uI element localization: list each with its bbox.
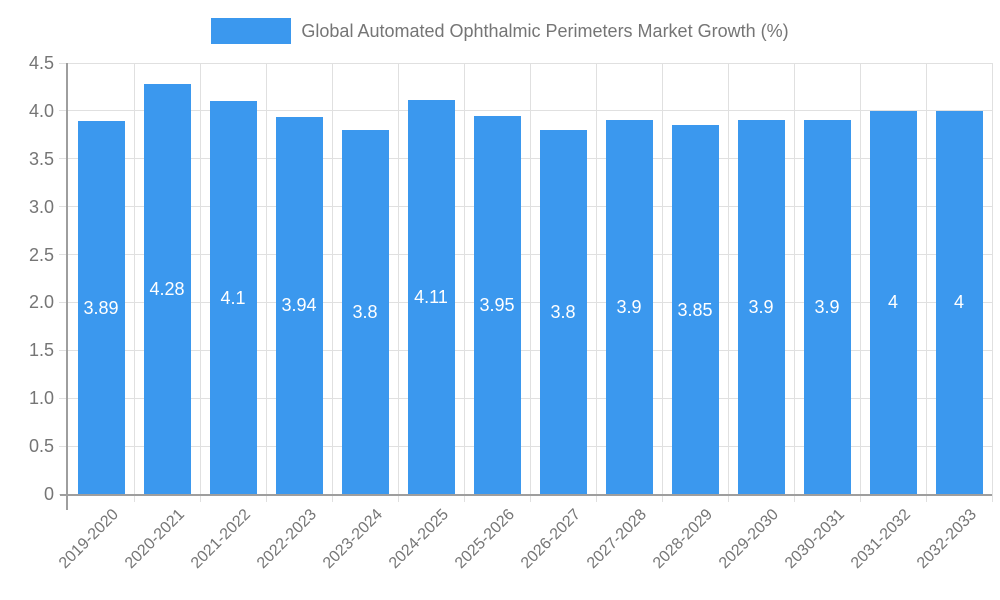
bar[interactable] <box>869 110 917 494</box>
x-gridline <box>859 63 861 494</box>
chart-title: Global Automated Ophthalmic Perimeters M… <box>301 20 789 41</box>
x-tick <box>661 494 663 502</box>
x-axis-label: 2019-2020 <box>55 506 123 573</box>
y-axis-label: 2.0 <box>28 292 54 313</box>
x-gridline <box>793 63 795 494</box>
bar-value-label: 3.8 <box>352 302 378 323</box>
x-gridline <box>397 63 399 494</box>
x-tick <box>859 494 861 502</box>
bar-value-label: 3.8 <box>550 302 576 323</box>
chart-legend[interactable]: Global Automated Ophthalmic Perimeters M… <box>0 18 1000 44</box>
x-axis-label: 2025-2026 <box>451 506 519 573</box>
x-axis-label: 2022-2023 <box>253 506 321 573</box>
bar-value-label: 4 <box>953 292 964 313</box>
y-axis-label: 1.5 <box>28 340 54 361</box>
bar[interactable] <box>209 101 257 494</box>
bar-value-label: 3.85 <box>677 299 713 320</box>
x-tick <box>133 494 135 502</box>
x-gridline <box>925 63 927 494</box>
x-tick <box>595 494 597 502</box>
bar-value-label: 4.1 <box>220 287 246 308</box>
x-axis-label: 2032-2033 <box>913 506 981 573</box>
x-tick <box>265 494 267 502</box>
bar[interactable] <box>341 130 389 494</box>
bar-value-label: 4 <box>887 292 898 313</box>
x-tick <box>463 494 465 502</box>
x-tick <box>991 494 993 502</box>
x-tick <box>529 494 531 502</box>
y-tick <box>59 397 67 399</box>
bar-value-label: 3.9 <box>814 297 840 318</box>
y-tick <box>59 254 67 256</box>
x-gridline <box>133 63 135 494</box>
bar[interactable] <box>473 115 521 494</box>
bar[interactable] <box>935 110 983 494</box>
x-axis-label: 2023-2024 <box>319 506 387 573</box>
bar-value-label: 3.9 <box>616 297 642 318</box>
x-gridline <box>529 63 531 494</box>
x-axis-label: 2028-2029 <box>649 506 717 573</box>
bar[interactable] <box>275 116 323 494</box>
y-axis-label: 4.0 <box>28 100 54 121</box>
bar-value-label: 3.89 <box>83 297 119 318</box>
bar[interactable] <box>539 130 587 494</box>
x-axis-label: 2021-2022 <box>187 506 255 573</box>
y-axis-label: 3.0 <box>28 196 54 217</box>
x-tick <box>331 494 333 502</box>
y-axis-label: 0.5 <box>28 436 54 457</box>
bar[interactable] <box>803 120 851 494</box>
x-tick <box>793 494 795 502</box>
bar[interactable] <box>77 121 125 494</box>
x-tick <box>199 494 201 502</box>
x-axis-label: 2026-2027 <box>517 506 585 573</box>
y-axis-label: 1.0 <box>28 388 54 409</box>
y-axis-label: 0 <box>43 484 54 504</box>
x-axis-label: 2027-2028 <box>583 506 651 573</box>
legend-swatch <box>211 18 292 44</box>
x-gridline <box>265 63 267 494</box>
y-tick <box>59 110 67 112</box>
bar[interactable] <box>737 120 785 494</box>
x-axis-label: 2020-2021 <box>121 506 189 573</box>
y-tick <box>59 349 67 351</box>
y-tick <box>59 62 67 64</box>
y-axis-label: 3.5 <box>28 148 54 169</box>
y-axis-label: 4.5 <box>28 53 54 73</box>
x-axis-line <box>60 494 992 496</box>
bar-value-label: 4.11 <box>414 287 448 308</box>
bar-value-label: 3.95 <box>479 294 515 315</box>
y-axis-label: 2.5 <box>28 244 54 265</box>
bar[interactable] <box>407 100 455 494</box>
x-gridline <box>331 63 333 494</box>
x-gridline <box>463 63 465 494</box>
x-axis-label: 2030-2031 <box>781 506 849 573</box>
x-axis-label: 2024-2025 <box>385 506 453 573</box>
bar[interactable] <box>671 125 719 494</box>
x-gridline <box>727 63 729 494</box>
bar-value-label: 3.9 <box>748 297 774 318</box>
x-gridline <box>595 63 597 494</box>
bar-value-label: 3.94 <box>281 295 317 316</box>
y-axis-line <box>66 63 68 510</box>
x-gridline <box>991 63 993 494</box>
y-tick <box>59 301 67 303</box>
plot-area: 0 0.5 1.0 1.5 2.0 2.5 3.0 3.5 4.0 4.5 3.89 2019-202… <box>29 53 993 572</box>
x-tick <box>397 494 399 502</box>
x-gridline <box>199 63 201 494</box>
y-tick <box>59 158 67 160</box>
x-axis-label: 2029-2030 <box>715 506 783 573</box>
x-tick <box>727 494 729 502</box>
bar[interactable] <box>143 84 191 494</box>
x-axis-label: 2031-2032 <box>847 506 915 573</box>
bar[interactable] <box>605 120 653 494</box>
bar-value-label: 4.28 <box>149 279 185 300</box>
x-gridline <box>661 63 663 494</box>
x-tick <box>925 494 927 502</box>
y-tick <box>59 206 67 208</box>
y-tick <box>59 445 67 447</box>
